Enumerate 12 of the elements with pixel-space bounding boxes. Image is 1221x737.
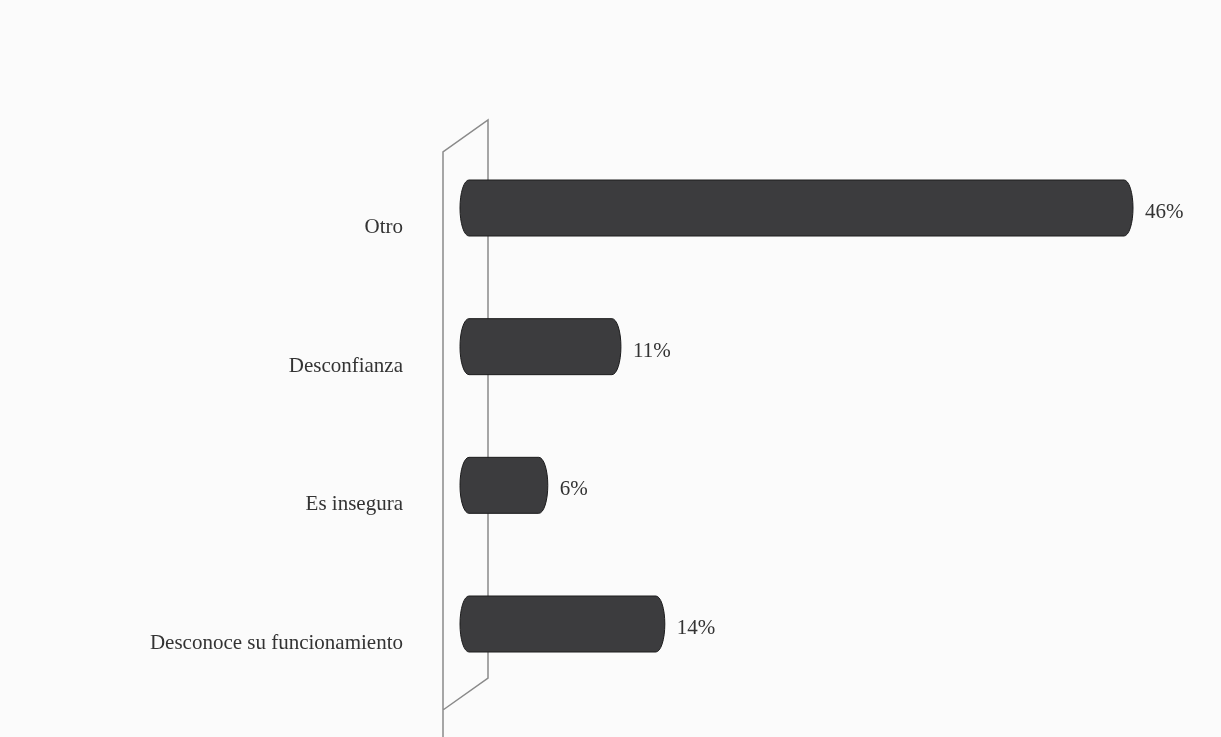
bar bbox=[459, 456, 549, 514]
y-tick-label: Desconoce su funcionamiento bbox=[149, 630, 403, 654]
y-tick-label: Desconfianza bbox=[288, 352, 404, 377]
bar bbox=[459, 318, 622, 376]
bar bbox=[459, 595, 666, 653]
bar bbox=[459, 179, 1134, 237]
y-tick-label: Otro bbox=[364, 214, 403, 238]
data-label: 46% bbox=[1145, 199, 1184, 223]
data-label: 11% bbox=[632, 337, 671, 362]
y-tick-label: Es insegura bbox=[305, 491, 404, 516]
data-label: 14% bbox=[676, 615, 716, 639]
data-label: 6% bbox=[559, 476, 588, 501]
